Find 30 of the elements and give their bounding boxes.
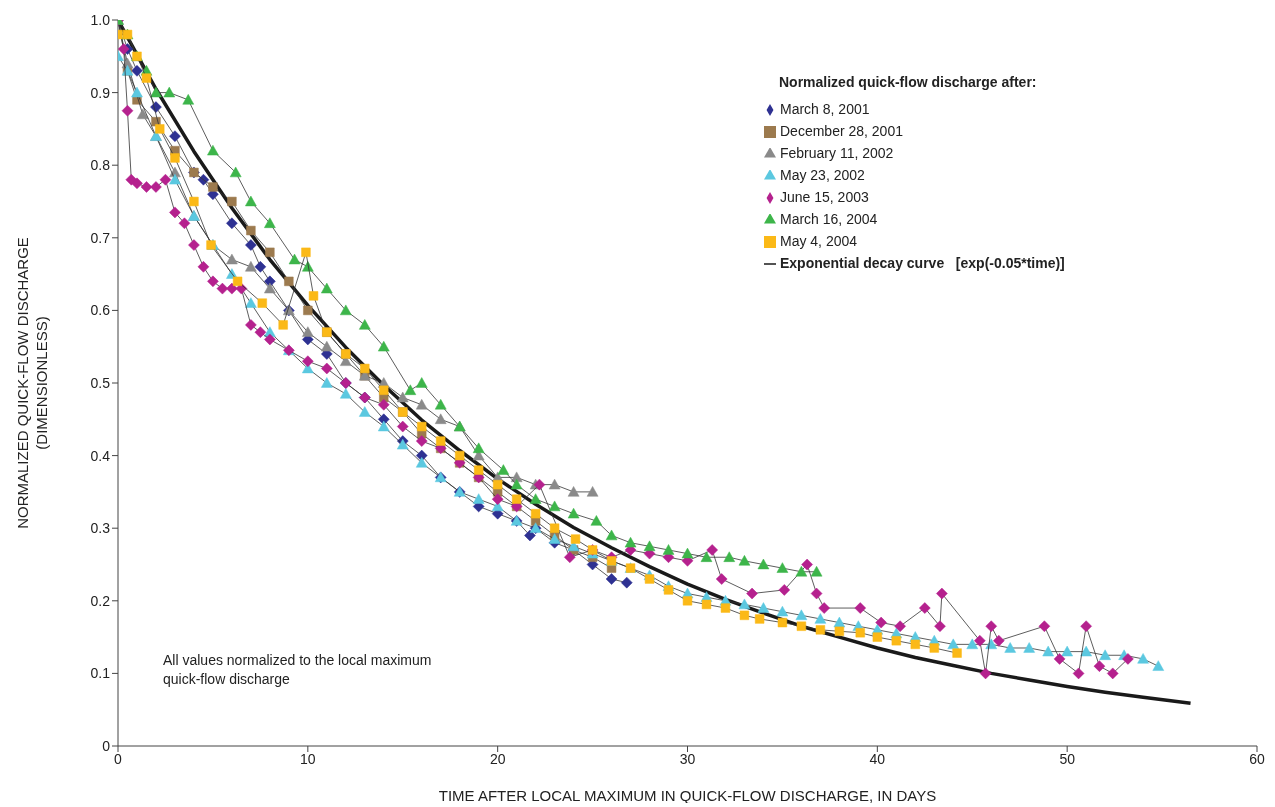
x-tick-label: 60 — [1249, 750, 1265, 767]
y-tick-label: 0.9 — [90, 84, 111, 101]
y-axis-title: NORMALIZED QUICK-FLOW DISCHARGE (DIMENSIONLESS) — [13, 237, 51, 529]
y-tick-label: 0.6 — [90, 302, 111, 319]
y-tick-label: 0 — [102, 737, 111, 754]
x-tick-label: 40 — [869, 750, 886, 767]
annotation: All values normalized to the local maximum quick-flow discharge — [163, 651, 433, 689]
legend-label: March 16, 2004 — [780, 210, 879, 229]
legend-title: Normalized quick-flow discharge after: — [779, 74, 1037, 90]
x-axis-title: TIME AFTER LOCAL MAXIMUM IN QUICK-FLOW DISCHARGE, IN DAYS — [438, 787, 937, 804]
legend-label: March 8, 2001 — [780, 100, 871, 119]
y-tick-label: 0.1 — [90, 665, 111, 682]
y-tick-label: 0.7 — [90, 229, 111, 246]
x-tick-label: 0 — [114, 750, 123, 767]
x-tick-label: 30 — [679, 750, 696, 767]
y-tick-label: 0.4 — [90, 447, 111, 464]
legend-label: February 11, 2002 — [780, 144, 895, 163]
y-tick-label: 0.8 — [90, 157, 111, 174]
legend-label: May 4, 2004 — [780, 232, 859, 251]
y-tick-label: 1.0 — [90, 11, 111, 28]
y-tick-label: 0.3 — [90, 520, 111, 537]
x-tick-label: 20 — [489, 750, 506, 767]
legend-label: June 15, 2003 — [780, 188, 870, 207]
legend-label: December 28, 2001 — [780, 122, 904, 141]
y-tick-label: 0.5 — [90, 374, 111, 391]
x-tick-label: 50 — [1059, 750, 1076, 767]
legend-label: Exponential decay curve [exp(-0.05*time)] — [780, 254, 1066, 273]
legend-label: May 23, 2002 — [780, 166, 866, 185]
x-tick-label: 10 — [300, 750, 316, 767]
y-tick-label: 0.2 — [90, 592, 111, 609]
